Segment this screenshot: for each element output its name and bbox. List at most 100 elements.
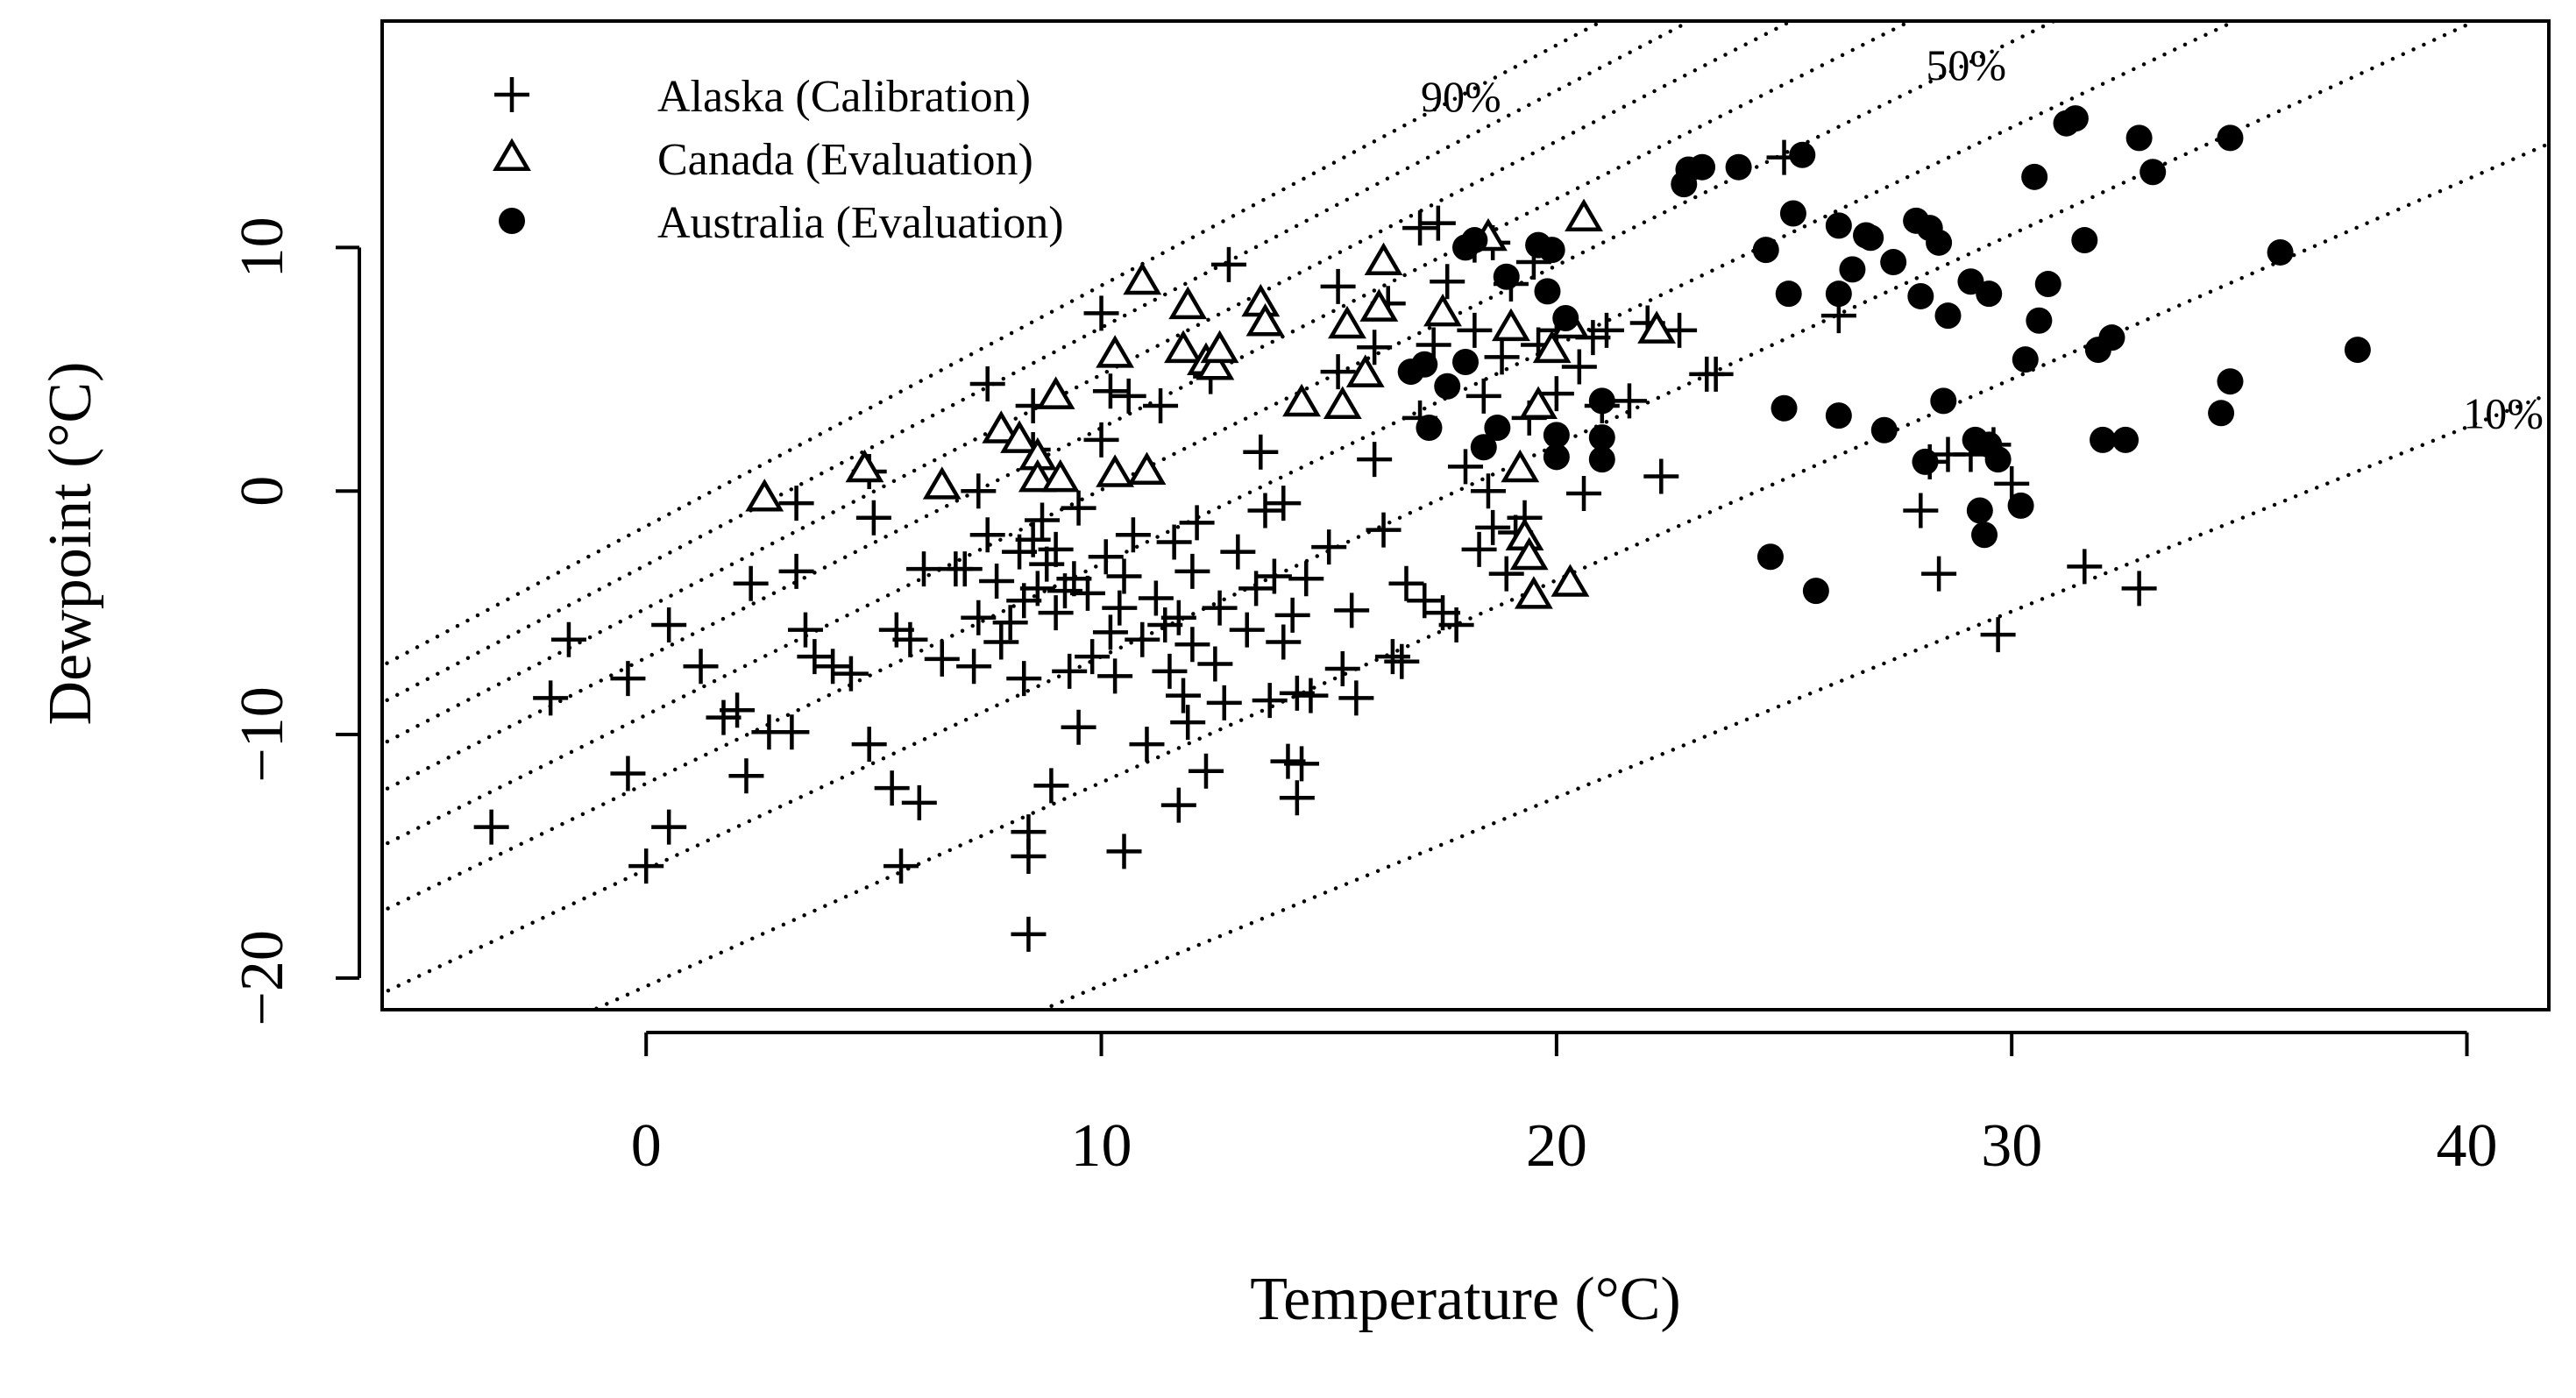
data-point	[778, 486, 814, 522]
data-point	[1323, 386, 1362, 419]
data-point	[1519, 386, 1558, 419]
data-point	[2098, 324, 2125, 351]
data-point	[1359, 288, 1399, 322]
data-point	[1096, 335, 1135, 368]
data-point	[774, 714, 810, 750]
data-point	[969, 365, 1005, 401]
y-tick-label: 0	[229, 476, 296, 507]
data-point	[1926, 229, 1953, 256]
data-point	[1019, 571, 1055, 607]
data-point	[1588, 312, 1624, 348]
data-point	[906, 551, 941, 587]
data-point	[720, 692, 756, 728]
data-point	[1018, 458, 1057, 493]
data-point	[1566, 475, 1602, 511]
data-point	[2344, 337, 2371, 364]
data-point	[855, 500, 891, 536]
data-point	[1465, 378, 1501, 414]
data-point	[1980, 617, 2016, 653]
data-point	[651, 809, 687, 845]
data-point	[947, 551, 983, 587]
data-point	[1125, 621, 1160, 657]
data-point	[1407, 583, 1443, 619]
relative-humidity-labels: 90% 50% 10%	[1421, 40, 2544, 437]
data-point	[1470, 473, 1506, 509]
data-point	[815, 649, 851, 685]
data-point	[1206, 685, 1242, 720]
legend-entry: Australia (Evaluation)	[499, 198, 1064, 248]
data-point	[1243, 434, 1279, 470]
data-point	[1994, 465, 2030, 501]
data-point	[651, 607, 687, 643]
data-point	[1461, 227, 1488, 254]
data-point	[845, 449, 884, 483]
legend-label: Canada (Evaluation)	[657, 135, 1033, 185]
data-point	[1825, 280, 1852, 308]
data-point	[1775, 280, 1802, 308]
data-point	[728, 758, 764, 794]
data-point	[1484, 339, 1520, 375]
data-point	[1328, 305, 1366, 339]
x-tick-label: 30	[1981, 1112, 2042, 1180]
data-point	[1501, 449, 1540, 483]
y-axis: −20 −10 0 10	[229, 216, 361, 1026]
rh-curve-40	[382, 21, 2239, 914]
data-point	[1025, 502, 1061, 538]
data-point	[1029, 546, 1065, 582]
rh-label-90: 90%	[1421, 72, 1501, 121]
legend: Alaska (Calibration) Canada (Evaluation) A…	[493, 72, 1064, 248]
x-tick-label: 40	[2437, 1112, 2498, 1180]
data-point	[2062, 105, 2089, 132]
data-point	[2067, 549, 2103, 585]
data-point	[1984, 446, 2012, 473]
data-point	[1934, 302, 1962, 330]
data-point	[1061, 709, 1096, 745]
data-point	[1912, 448, 1939, 475]
data-point	[1338, 680, 1374, 716]
data-point	[1127, 451, 1167, 485]
data-point	[1038, 595, 1074, 631]
data-point	[1143, 387, 1179, 423]
data-point	[2140, 159, 2167, 186]
data-point	[1976, 280, 2003, 308]
data-point	[983, 624, 1019, 660]
data-point	[901, 784, 937, 820]
data-point	[1164, 330, 1203, 364]
data-point	[1138, 580, 1174, 616]
data-point	[1492, 308, 1530, 342]
data-point	[1106, 558, 1142, 594]
relative-humidity-curves	[382, 21, 2549, 1010]
data-point	[797, 639, 833, 675]
data-point	[1168, 286, 1208, 320]
data-point	[2125, 124, 2153, 152]
data-point	[961, 600, 997, 635]
data-point	[2026, 307, 2053, 334]
data-point	[1266, 624, 1302, 660]
data-point	[1174, 627, 1210, 663]
data-point	[1543, 444, 1570, 471]
data-point	[1825, 212, 1852, 239]
data-point	[1756, 543, 1784, 571]
data-point	[874, 770, 910, 806]
data-point	[1470, 434, 1497, 461]
data-point	[1038, 531, 1074, 567]
data-point	[1907, 282, 1934, 309]
data-point	[969, 517, 1005, 553]
data-point	[1096, 454, 1135, 487]
data-point	[1174, 553, 1210, 589]
data-point	[1106, 834, 1142, 869]
data-point	[1115, 517, 1151, 553]
data-point	[1411, 351, 1438, 378]
data-point	[1320, 268, 1356, 304]
y-tick-label: 10	[229, 216, 296, 278]
data-point	[1565, 198, 1603, 232]
data-point	[1637, 310, 1677, 344]
data-point	[1551, 564, 1590, 597]
data-point	[1238, 571, 1274, 607]
data-point	[2071, 227, 2098, 254]
data-point	[1921, 556, 1957, 592]
data-point	[1448, 449, 1483, 485]
x-axis: 0 10 20 30 40	[631, 1031, 2498, 1180]
data-point	[2034, 271, 2062, 298]
